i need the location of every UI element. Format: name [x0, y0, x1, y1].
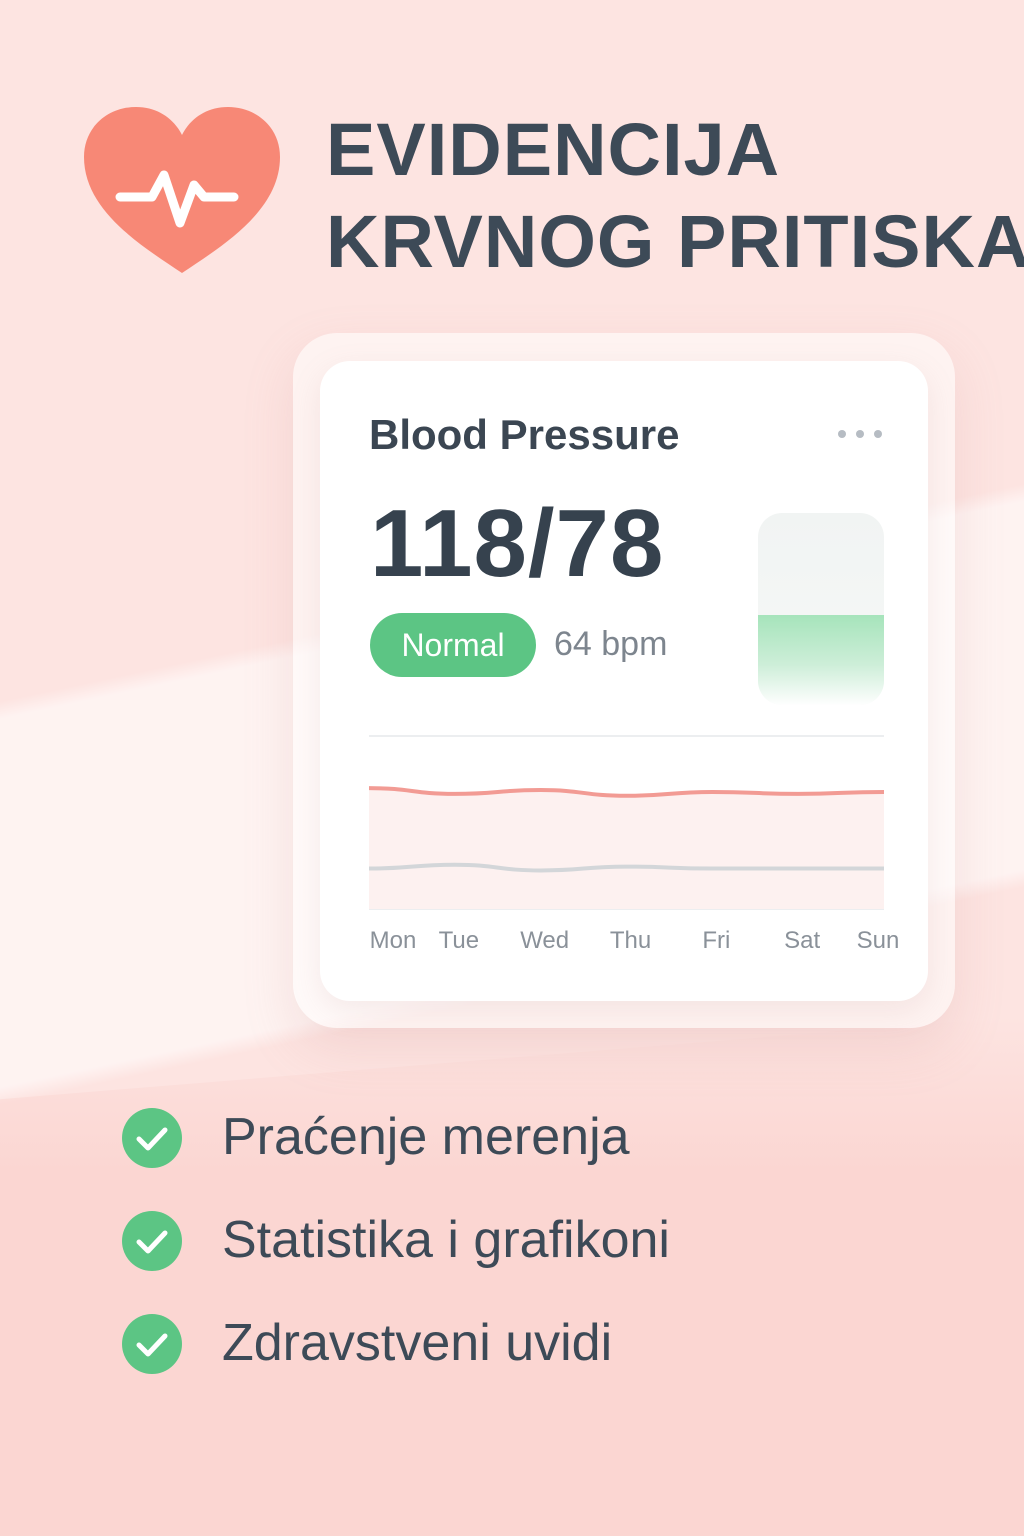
divider: [369, 735, 884, 737]
feature-label: Praćenje merenja: [222, 1108, 630, 1166]
title-line-1: EVIDENCIJA: [326, 108, 781, 191]
x-tick-label: Mon: [369, 927, 417, 954]
x-tick-label: Sun: [856, 927, 900, 954]
heart-rate: 64 bpm: [554, 625, 668, 663]
x-tick-label: Tue: [438, 927, 480, 954]
blood-pressure-card[interactable]: Blood Pressure 118/78 Normal 64 bpm Mon T…: [320, 361, 928, 1001]
level-gauge: [758, 513, 884, 705]
feature-item: Praćenje merenja: [122, 1105, 822, 1169]
x-tick-label: Fri: [702, 927, 731, 954]
x-tick-label: Wed: [520, 927, 570, 954]
title-line-2: KRVNOG PRITISKA: [326, 200, 1024, 283]
level-gauge-fill: [758, 614, 884, 705]
x-tick-label: Thu: [609, 927, 652, 954]
card-title: Blood Pressure: [369, 411, 680, 458]
feature-label: Statistika i grafikoni: [222, 1211, 670, 1269]
check-icon: [122, 1314, 182, 1374]
check-icon: [122, 1108, 182, 1168]
feature-label: Zdravstveni uvidi: [222, 1314, 613, 1372]
systolic-area: [369, 788, 884, 909]
x-axis-labels: Mon Tue Wed Thu Fri Sat Sun: [369, 927, 900, 957]
feature-item: Zdravstveni uvidi: [122, 1311, 822, 1375]
systolic-line: [369, 786, 884, 798]
bp-reading: 118/78: [370, 490, 665, 597]
check-icon: [122, 1211, 182, 1271]
app-title: EVIDENCIJA KRVNOG PRITISKA: [326, 104, 1024, 288]
heart-pulse-icon: [84, 107, 280, 273]
background-bottom: [0, 1016, 1024, 1536]
status-badge: Normal: [370, 613, 536, 677]
bp-line-chart: [369, 786, 884, 910]
x-tick-label: Sat: [784, 927, 821, 954]
more-dots-icon[interactable]: [838, 423, 882, 445]
feature-item: Statistika i grafikoni: [122, 1208, 822, 1272]
